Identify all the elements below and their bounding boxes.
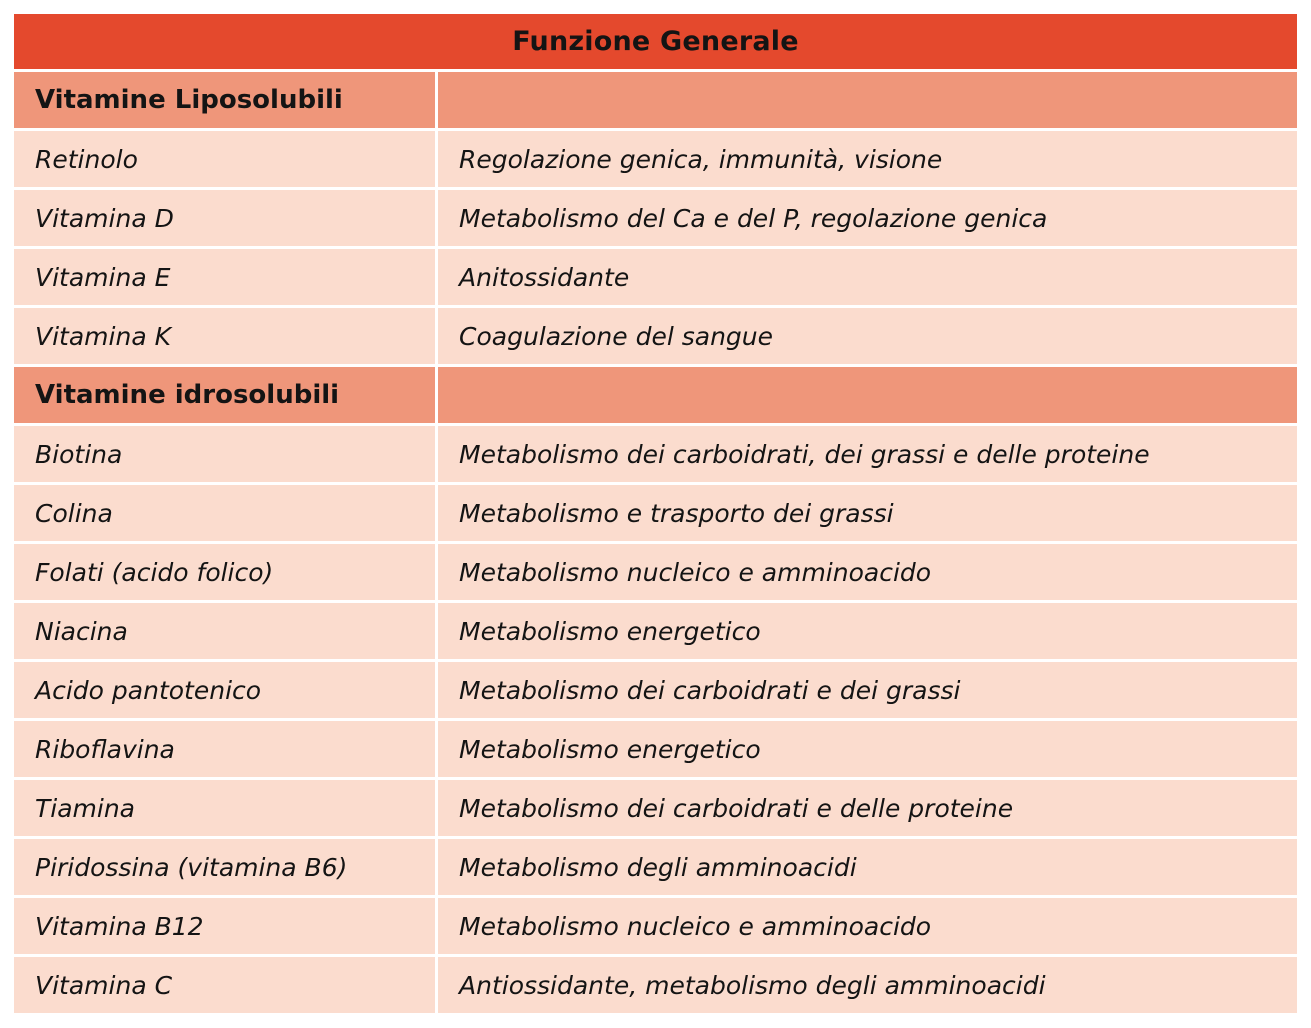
table-row: Niacina Metabolismo energetico <box>14 603 1297 659</box>
table-row: Retinolo Regolazione genica, immunità, v… <box>14 131 1297 187</box>
vitamin-name-cell: Riboflavina <box>14 721 435 777</box>
section-row-idrosolubili: Vitamine idrosolubili <box>14 367 1297 423</box>
table-row: Vitamina B12 Metabolismo nucleico e ammi… <box>14 898 1297 954</box>
section-title: Vitamine idrosolubili <box>35 380 340 410</box>
vitamin-name: Biotina <box>35 439 123 469</box>
table-row: Riboflavina Metabolismo energetico <box>14 721 1297 777</box>
table-row: Vitamina E Anitossidante <box>14 249 1297 305</box>
vitamin-function-table: Funzione Generale Vitamine Liposolubili … <box>14 14 1297 1013</box>
section-empty-cell <box>438 72 1297 128</box>
vitamin-name-cell: Retinolo <box>14 131 435 187</box>
vitamin-name-cell: Colina <box>14 485 435 541</box>
table-row: Folati (acido folico) Metabolismo nuclei… <box>14 544 1297 600</box>
vitamin-name-cell: Tiamina <box>14 780 435 836</box>
vitamin-function-cell: Coagulazione del sangue <box>438 308 1297 364</box>
vitamin-function-cell: Metabolismo nucleico e amminoacido <box>438 544 1297 600</box>
vitamin-function-cell: Metabolismo e trasporto dei grassi <box>438 485 1297 541</box>
vitamin-function: Antiossidante, metabolismo degli amminoa… <box>459 970 1046 1000</box>
vitamin-name: Tiamina <box>35 793 135 823</box>
vitamin-function-cell: Metabolismo energetico <box>438 721 1297 777</box>
vitamin-function: Metabolismo dei carboidrati, dei grassi … <box>459 439 1150 469</box>
section-title-cell: Vitamine Liposolubili <box>14 72 435 128</box>
vitamin-name: Folati (acido folico) <box>35 557 274 587</box>
vitamin-function-cell: Metabolismo degli amminoacidi <box>438 839 1297 895</box>
vitamin-function-cell: Metabolismo nucleico e amminoacido <box>438 898 1297 954</box>
vitamin-function-cell: Metabolismo del Ca e del P, regolazione … <box>438 190 1297 246</box>
vitamin-name: Vitamina C <box>35 970 173 1000</box>
section-row-liposolubili: Vitamine Liposolubili <box>14 72 1297 128</box>
vitamin-name-cell: Niacina <box>14 603 435 659</box>
vitamin-function-cell: Anitossidante <box>438 249 1297 305</box>
vitamin-name: Retinolo <box>35 144 138 174</box>
vitamin-function: Metabolismo degli amminoacidi <box>459 852 857 882</box>
table-row: Tiamina Metabolismo dei carboidrati e de… <box>14 780 1297 836</box>
table-row: Vitamina D Metabolismo del Ca e del P, r… <box>14 190 1297 246</box>
vitamin-function-cell: Antiossidante, metabolismo degli amminoa… <box>438 957 1297 1013</box>
vitamin-name-cell: Folati (acido folico) <box>14 544 435 600</box>
vitamin-function: Anitossidante <box>459 262 630 292</box>
vitamin-name-cell: Piridossina (vitamina B6) <box>14 839 435 895</box>
vitamin-function: Metabolismo dei carboidrati e delle prot… <box>459 793 1014 823</box>
vitamin-function: Metabolismo dei carboidrati e dei grassi <box>459 675 961 705</box>
table-row: Acido pantotenico Metabolismo dei carboi… <box>14 662 1297 718</box>
vitamin-function: Metabolismo energetico <box>459 616 761 646</box>
vitamin-function: Metabolismo del Ca e del P, regolazione … <box>459 203 1048 233</box>
section-empty-cell <box>438 367 1297 423</box>
vitamin-name-cell: Biotina <box>14 426 435 482</box>
vitamin-function: Metabolismo nucleico e amminoacido <box>459 557 932 587</box>
table-row: Colina Metabolismo e trasporto dei grass… <box>14 485 1297 541</box>
vitamin-function-cell: Metabolismo dei carboidrati e dei grassi <box>438 662 1297 718</box>
vitamin-name-cell: Vitamina K <box>14 308 435 364</box>
vitamin-name: Niacina <box>35 616 128 646</box>
vitamin-function: Metabolismo energetico <box>459 734 761 764</box>
section-title: Vitamine Liposolubili <box>35 85 343 115</box>
vitamin-name-cell: Vitamina D <box>14 190 435 246</box>
table-row: Biotina Metabolismo dei carboidrati, dei… <box>14 426 1297 482</box>
section-title-cell: Vitamine idrosolubili <box>14 367 435 423</box>
vitamin-function: Coagulazione del sangue <box>459 321 774 351</box>
vitamin-name-cell: Vitamina B12 <box>14 898 435 954</box>
table-row: Vitamina K Coagulazione del sangue <box>14 308 1297 364</box>
table-title: Funzione Generale <box>512 26 799 57</box>
vitamin-name: Colina <box>35 498 113 528</box>
vitamin-function-cell: Regolazione genica, immunità, visione <box>438 131 1297 187</box>
vitamin-name-cell: Vitamina E <box>14 249 435 305</box>
vitamin-name: Vitamina K <box>35 321 171 351</box>
vitamin-function: Regolazione genica, immunità, visione <box>459 144 943 174</box>
vitamin-function: Metabolismo nucleico e amminoacido <box>459 911 932 941</box>
vitamin-function-cell: Metabolismo energetico <box>438 603 1297 659</box>
vitamin-function: Metabolismo e trasporto dei grassi <box>459 498 894 528</box>
vitamin-function-cell: Metabolismo dei carboidrati, dei grassi … <box>438 426 1297 482</box>
vitamin-function-cell: Metabolismo dei carboidrati e delle prot… <box>438 780 1297 836</box>
table-row: Vitamina C Antiossidante, metabolismo de… <box>14 957 1297 1013</box>
table-row: Piridossina (vitamina B6) Metabolismo de… <box>14 839 1297 895</box>
vitamin-name: Acido pantotenico <box>35 675 262 705</box>
vitamin-name: Vitamina D <box>35 203 174 233</box>
vitamin-name: Riboflavina <box>35 734 175 764</box>
vitamin-name-cell: Acido pantotenico <box>14 662 435 718</box>
vitamin-name: Vitamina B12 <box>35 911 204 941</box>
vitamin-name: Vitamina E <box>35 262 171 292</box>
vitamin-name-cell: Vitamina C <box>14 957 435 1013</box>
vitamin-name: Piridossina (vitamina B6) <box>35 852 348 882</box>
table-title-row: Funzione Generale <box>14 14 1297 69</box>
